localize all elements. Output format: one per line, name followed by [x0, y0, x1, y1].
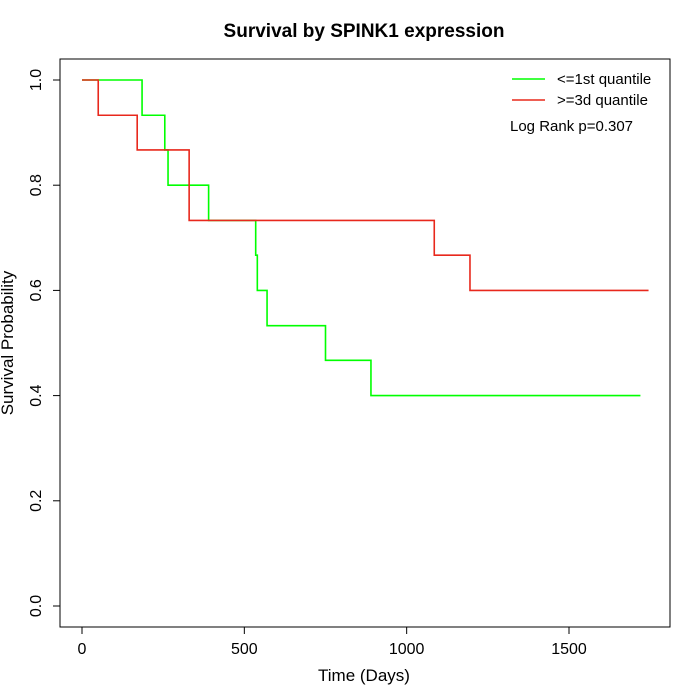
x-tick-label: 1000 — [389, 641, 425, 658]
y-tick-label: 0.0 — [28, 595, 45, 617]
x-tick-label: 500 — [231, 641, 258, 658]
legend-label: >=3d quantile — [557, 92, 648, 109]
plot-frame — [59, 58, 671, 628]
x-axis: 0 500 1000 1500 — [78, 626, 587, 658]
y-tick-label: 0.4 — [28, 384, 45, 406]
y-axis-title: Survival Probability — [0, 270, 17, 415]
series-layer — [82, 79, 649, 397]
legend: <=1st quantile >=3d quantile — [512, 71, 651, 109]
y-tick-label: 0.2 — [28, 490, 45, 512]
series-line-high-quantile — [82, 79, 649, 292]
legend-label: <=1st quantile — [557, 71, 651, 88]
log-rank-annotation: Log Rank p=0.307 — [510, 118, 633, 135]
x-axis-title: Time (Days) — [318, 666, 410, 685]
y-tick-label: 0.8 — [28, 174, 45, 196]
y-tick-label: 0.6 — [28, 279, 45, 301]
y-tick-label: 1.0 — [28, 69, 45, 91]
y-axis: 0.0 0.2 0.4 0.6 0.8 1.0 — [28, 69, 61, 617]
x-tick-label: 0 — [78, 641, 87, 658]
series-line-low-quantile — [82, 79, 641, 397]
x-tick-label: 1500 — [551, 641, 587, 658]
chart-title: Survival by SPINK1 expression — [224, 21, 505, 42]
